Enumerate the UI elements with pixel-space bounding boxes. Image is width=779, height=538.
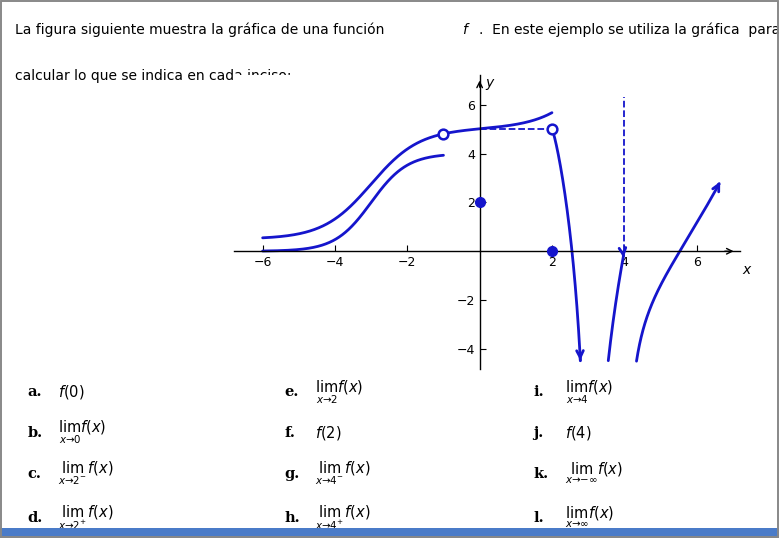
Text: $f(4)$: $f(4)$ [565, 424, 591, 442]
Text: f.: f. [284, 426, 295, 440]
Text: $f$: $f$ [462, 22, 471, 37]
Text: $\lim_{x \to 2^-} f(x)$: $\lim_{x \to 2^-} f(x)$ [58, 460, 114, 487]
Text: $\lim_{x \to -\infty} f(x)$: $\lim_{x \to -\infty} f(x)$ [565, 461, 622, 486]
Text: calcular lo que se indica en cada inciso:: calcular lo que se indica en cada inciso… [16, 69, 292, 83]
Text: $\lim_{x \to 2^+} f(x)$: $\lim_{x \to 2^+} f(x)$ [58, 504, 114, 532]
Text: $\lim_{x \to 4} f(x)$: $\lim_{x \to 4} f(x)$ [565, 379, 613, 406]
Text: i.: i. [534, 385, 545, 399]
Text: g.: g. [284, 466, 300, 480]
Text: c.: c. [27, 466, 41, 480]
Text: a.: a. [27, 385, 42, 399]
Text: l.: l. [534, 511, 545, 525]
Text: $f(0)$: $f(0)$ [58, 383, 85, 401]
Text: b.: b. [27, 426, 42, 440]
Text: h.: h. [284, 511, 300, 525]
Text: e.: e. [284, 385, 298, 399]
Text: $f(2)$: $f(2)$ [315, 424, 342, 442]
Text: $x$: $x$ [742, 264, 753, 278]
Text: k.: k. [534, 466, 548, 480]
Text: j.: j. [534, 426, 544, 440]
Text: $\lim_{x \to \infty} f(x)$: $\lim_{x \to \infty} f(x)$ [565, 505, 614, 530]
Text: $y$: $y$ [485, 76, 495, 91]
Text: La figura siguiente muestra la gráfica de una función: La figura siguiente muestra la gráfica d… [16, 22, 389, 37]
Text: $\lim_{x \to 4^+} f(x)$: $\lim_{x \to 4^+} f(x)$ [315, 504, 371, 532]
Text: d.: d. [27, 511, 43, 525]
Text: .  En este ejemplo se utiliza la gráfica  para: . En este ejemplo se utiliza la gráfica … [479, 22, 779, 37]
Text: $\lim_{x \to 2} f(x)$: $\lim_{x \to 2} f(x)$ [315, 379, 364, 406]
Text: $\lim_{x \to 4^-} f(x)$: $\lim_{x \to 4^-} f(x)$ [315, 460, 371, 487]
Text: $\lim_{x \to 0} f(x)$: $\lim_{x \to 0} f(x)$ [58, 419, 107, 447]
